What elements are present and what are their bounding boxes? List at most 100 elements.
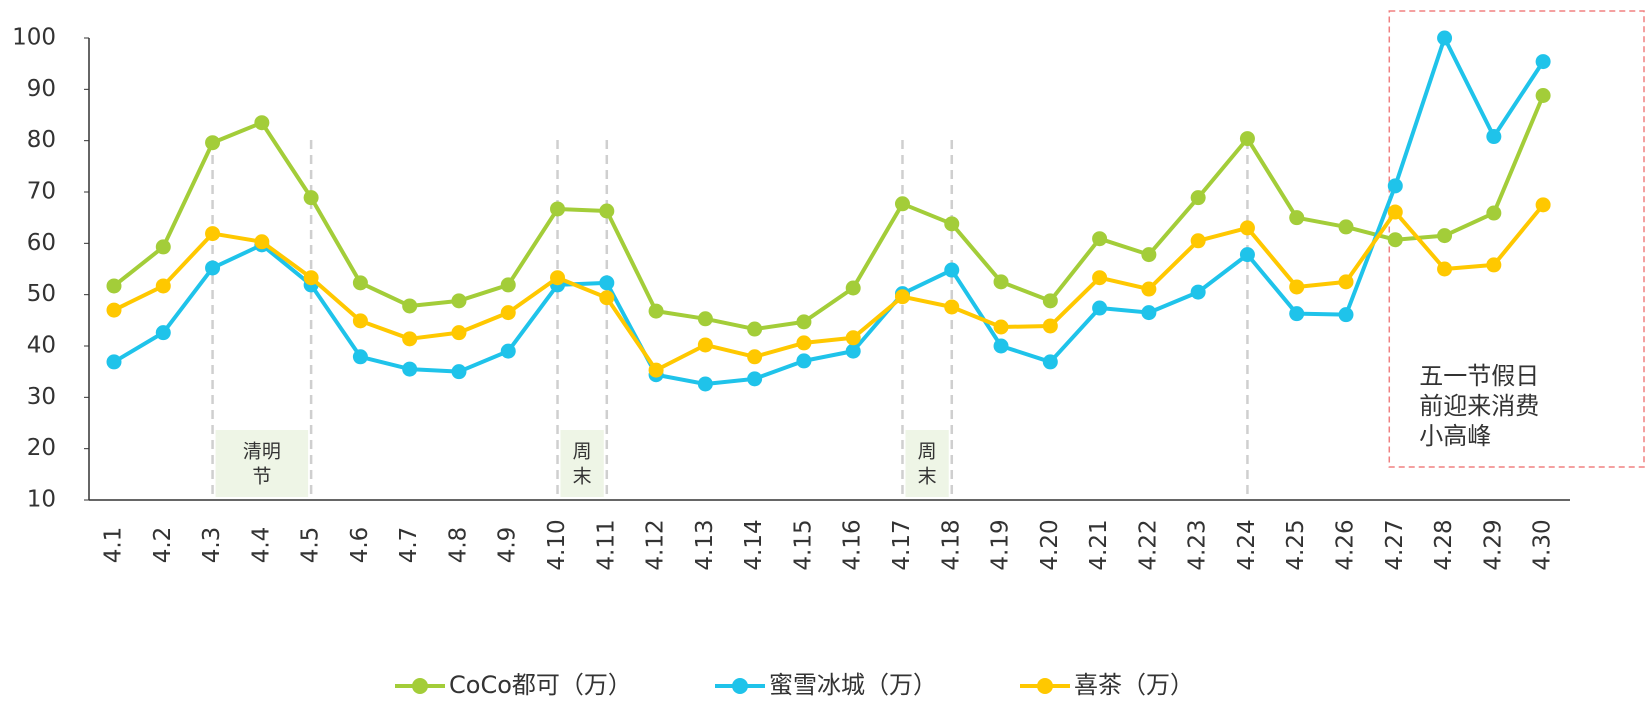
point <box>1338 274 1354 290</box>
point <box>944 216 960 232</box>
x-tick-label: 4.11 <box>593 519 619 570</box>
point <box>1535 197 1551 213</box>
x-tick-label: 4.16 <box>840 519 866 570</box>
point <box>1437 228 1453 244</box>
point <box>845 343 861 359</box>
x-tick-label: 4.14 <box>741 519 767 570</box>
point <box>155 278 171 294</box>
point <box>1042 354 1058 370</box>
point <box>1141 247 1157 263</box>
y-tick-label: 10 <box>27 487 56 513</box>
x-tick-label: 4.15 <box>790 519 816 570</box>
point <box>402 331 418 347</box>
x-tick-label: 4.20 <box>1037 519 1063 570</box>
point <box>254 115 270 131</box>
annotation-text: 末 <box>573 466 592 488</box>
legend-label: 蜜雪冰城（万） <box>769 671 937 699</box>
point <box>648 303 664 319</box>
legend-label: CoCo都可（万） <box>449 671 632 699</box>
point <box>796 335 812 351</box>
point <box>550 270 566 286</box>
x-tick-label: 4.27 <box>1382 519 1408 570</box>
point <box>1239 131 1255 147</box>
annotation-text: 清明 <box>243 441 281 463</box>
point <box>106 278 122 294</box>
x-tick-label: 4.25 <box>1283 519 1309 570</box>
point <box>205 226 221 242</box>
x-tick-label: 4.21 <box>1086 519 1112 570</box>
x-tick-label: 4.6 <box>347 527 373 564</box>
point <box>993 319 1009 335</box>
point <box>402 298 418 314</box>
point <box>796 314 812 330</box>
point <box>254 234 270 250</box>
point <box>1437 261 1453 277</box>
point <box>1486 129 1502 145</box>
point <box>1141 281 1157 297</box>
point <box>1437 30 1453 46</box>
point <box>1042 293 1058 309</box>
y-tick-label: 50 <box>27 281 56 307</box>
point <box>894 196 910 212</box>
point <box>648 362 664 378</box>
point <box>1338 307 1354 323</box>
y-tick-label: 70 <box>27 179 56 205</box>
point <box>1239 247 1255 263</box>
legend-marker <box>1037 678 1053 694</box>
point <box>747 371 763 387</box>
point <box>1338 219 1354 235</box>
point <box>303 270 319 286</box>
point <box>796 353 812 369</box>
point <box>599 275 615 291</box>
x-tick-label: 4.4 <box>248 527 274 564</box>
point <box>1042 318 1058 334</box>
highlight-text: 小高峰 <box>1419 422 1491 450</box>
x-tick-label: 4.23 <box>1185 519 1211 570</box>
annotation-text: 节 <box>252 466 271 488</box>
x-tick-label: 4.1 <box>101 527 127 564</box>
point <box>106 302 122 318</box>
point <box>1387 204 1403 220</box>
series-line <box>113 203 1545 373</box>
x-tick-label: 4.5 <box>298 527 324 564</box>
y-tick-label: 40 <box>27 333 56 359</box>
point <box>599 203 615 219</box>
point <box>1289 306 1305 322</box>
x-tick-label: 4.7 <box>396 527 422 564</box>
x-tick-label: 4.8 <box>445 527 471 564</box>
x-tick-label: 4.19 <box>988 519 1014 570</box>
point <box>106 354 122 370</box>
point <box>402 361 418 377</box>
x-tick-label: 4.10 <box>544 519 570 570</box>
point <box>697 311 713 327</box>
point <box>993 338 1009 354</box>
x-tick-label: 4.17 <box>889 519 915 570</box>
y-tick-label: 60 <box>27 230 56 256</box>
point <box>352 313 368 329</box>
series-line <box>112 36 1545 386</box>
annotation-box <box>215 430 309 497</box>
point <box>205 260 221 276</box>
y-tick-label: 30 <box>27 384 56 410</box>
point <box>451 325 467 341</box>
point <box>1190 190 1206 206</box>
x-tick-label: 4.2 <box>150 527 176 564</box>
x-tick-label: 4.9 <box>495 527 521 564</box>
point <box>1289 279 1305 295</box>
series-line <box>112 94 1545 332</box>
point <box>155 239 171 255</box>
y-tick-label: 100 <box>12 25 56 51</box>
legend-marker <box>732 678 748 694</box>
point <box>697 337 713 353</box>
point <box>894 289 910 305</box>
point <box>944 299 960 315</box>
point <box>1239 220 1255 236</box>
x-tick-label: 4.26 <box>1333 519 1359 570</box>
x-tick-label: 4.28 <box>1431 519 1457 570</box>
point <box>747 321 763 337</box>
annotation-text: 末 <box>918 466 937 488</box>
point <box>303 190 319 206</box>
point <box>500 305 516 321</box>
point <box>845 330 861 346</box>
